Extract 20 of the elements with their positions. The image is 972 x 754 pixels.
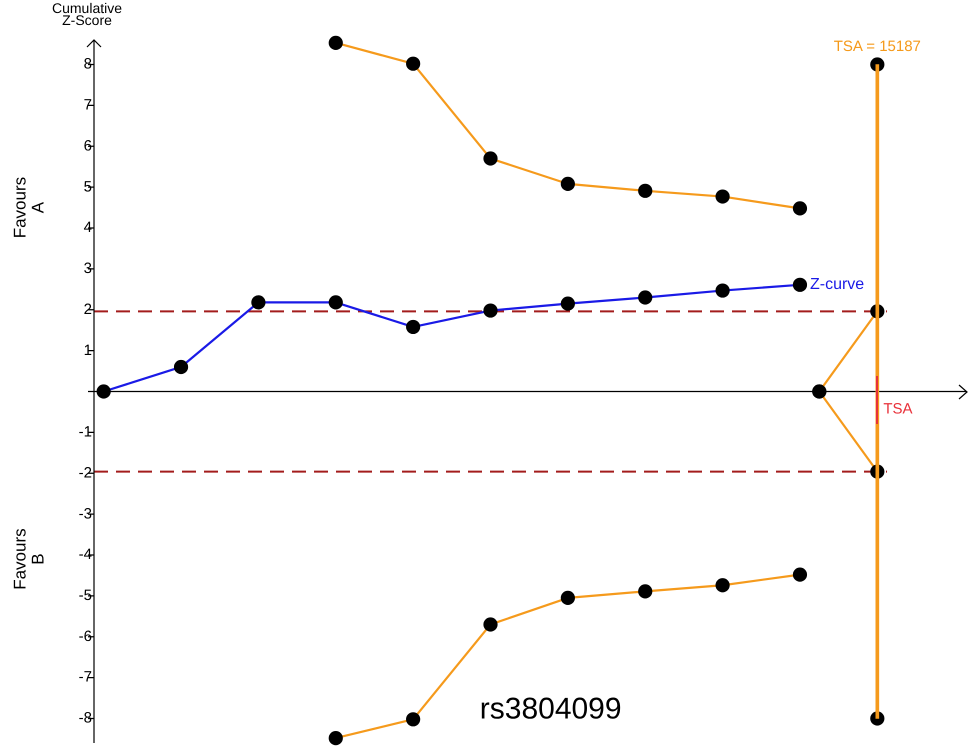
annotation: TSA = 15187 — [834, 38, 921, 56]
y-tick-label: -7 — [78, 668, 92, 686]
series-label: Z-curve — [810, 276, 864, 294]
y-tick-label: -5 — [78, 587, 92, 604]
y-tick-label: -8 — [78, 710, 92, 727]
annotation: TSA — [883, 400, 913, 418]
y-tick-label: 8 — [84, 56, 92, 73]
y-tick-label: 4 — [84, 219, 92, 236]
text: Favours A — [10, 176, 48, 238]
annotation: rs3804099 — [480, 692, 622, 726]
text: Favours B — [10, 528, 48, 590]
y-tick-label: 1 — [84, 342, 92, 359]
y-axis-title: Cumulative Z-Score — [52, 0, 122, 28]
y-tick-label: 2 — [84, 300, 92, 318]
y-tick-label: 7 — [84, 96, 92, 114]
y-tick-label: -2 — [78, 464, 92, 482]
y-tick-label: 6 — [84, 137, 92, 154]
y-tick-label: -6 — [78, 628, 92, 645]
y-tick-label: -1 — [78, 424, 92, 441]
y-tick-label: -4 — [78, 546, 92, 564]
